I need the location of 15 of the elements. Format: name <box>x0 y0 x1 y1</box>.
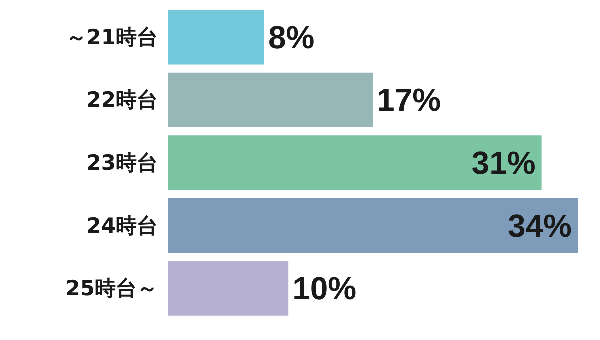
data-label: 17% <box>377 82 442 118</box>
bar <box>168 72 373 128</box>
bar <box>168 10 264 65</box>
data-label: 31% <box>472 145 536 181</box>
y-tick-label: ～21時台 <box>66 25 158 50</box>
bar <box>168 136 542 190</box>
bar <box>168 261 289 316</box>
data-label: 8% <box>268 19 315 56</box>
data-label: 10% <box>292 270 357 307</box>
data-label: 34% <box>508 208 572 244</box>
y-tick-label: 23時台 <box>86 151 158 175</box>
y-tick-label: 24時台 <box>86 214 158 238</box>
bar <box>168 198 578 254</box>
y-tick-label: 22時台 <box>86 88 158 112</box>
y-tick-label: 25時台～ <box>66 276 158 301</box>
